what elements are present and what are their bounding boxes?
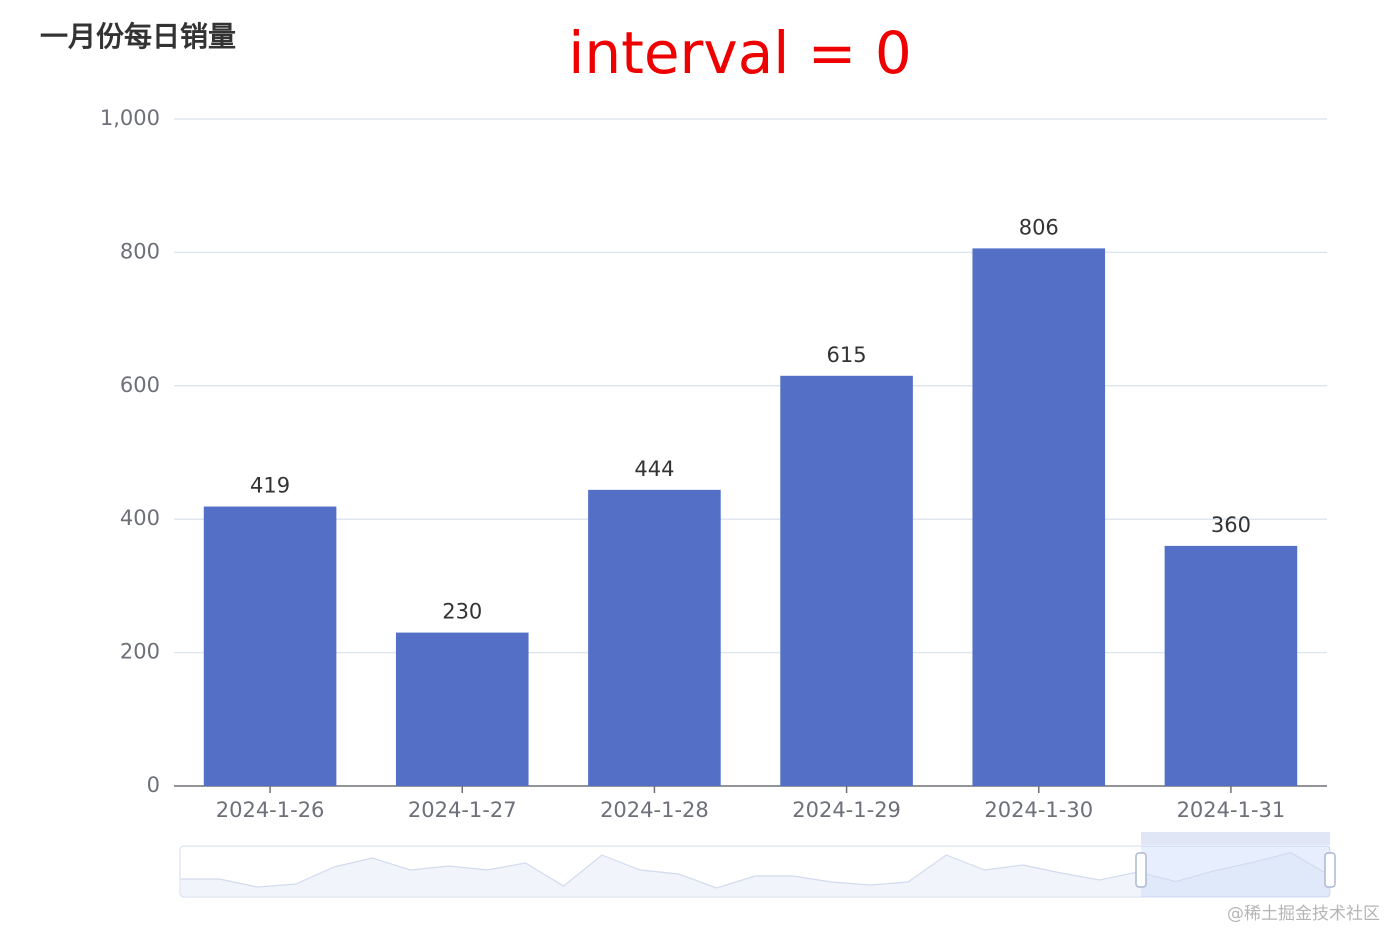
y-tick-label: 400 [120, 506, 160, 530]
watermark: @稀土掘金技术社区 [1227, 904, 1380, 924]
value-label: 419 [250, 474, 290, 498]
bar [588, 489, 721, 786]
bar [203, 506, 337, 786]
zoom-handle[interactable] [1324, 852, 1336, 888]
value-label: 806 [1019, 215, 1059, 239]
y-tick-label: 200 [120, 640, 160, 664]
value-label: 230 [442, 600, 482, 624]
y-tick-label: 0 [147, 773, 160, 797]
zoom-move-bar[interactable] [1141, 832, 1330, 845]
x-tick-label: 2024-1-28 [600, 798, 709, 822]
zoom-window[interactable] [1141, 846, 1330, 897]
value-label: 615 [827, 343, 867, 367]
bar [1164, 545, 1298, 786]
bar [780, 375, 913, 786]
x-tick-label: 2024-1-27 [408, 798, 517, 822]
y-tick-label: 800 [120, 239, 160, 263]
x-tick-label: 2024-1-26 [216, 798, 325, 822]
y-tick-label: 600 [120, 373, 160, 397]
zoom-area [181, 852, 1329, 896]
bar [972, 248, 1106, 786]
chart-title: 一月份每日销量 [40, 20, 236, 53]
zoom-handle[interactable] [1135, 852, 1147, 888]
value-label: 360 [1211, 513, 1251, 537]
annotation: interval = 0 [568, 19, 912, 87]
x-tick-label: 2024-1-30 [984, 798, 1093, 822]
x-tick-label: 2024-1-29 [792, 798, 901, 822]
y-tick-label: 1,000 [100, 106, 160, 130]
x-tick-label: 2024-1-31 [1177, 798, 1286, 822]
bar [395, 632, 529, 786]
value-label: 444 [634, 457, 674, 481]
